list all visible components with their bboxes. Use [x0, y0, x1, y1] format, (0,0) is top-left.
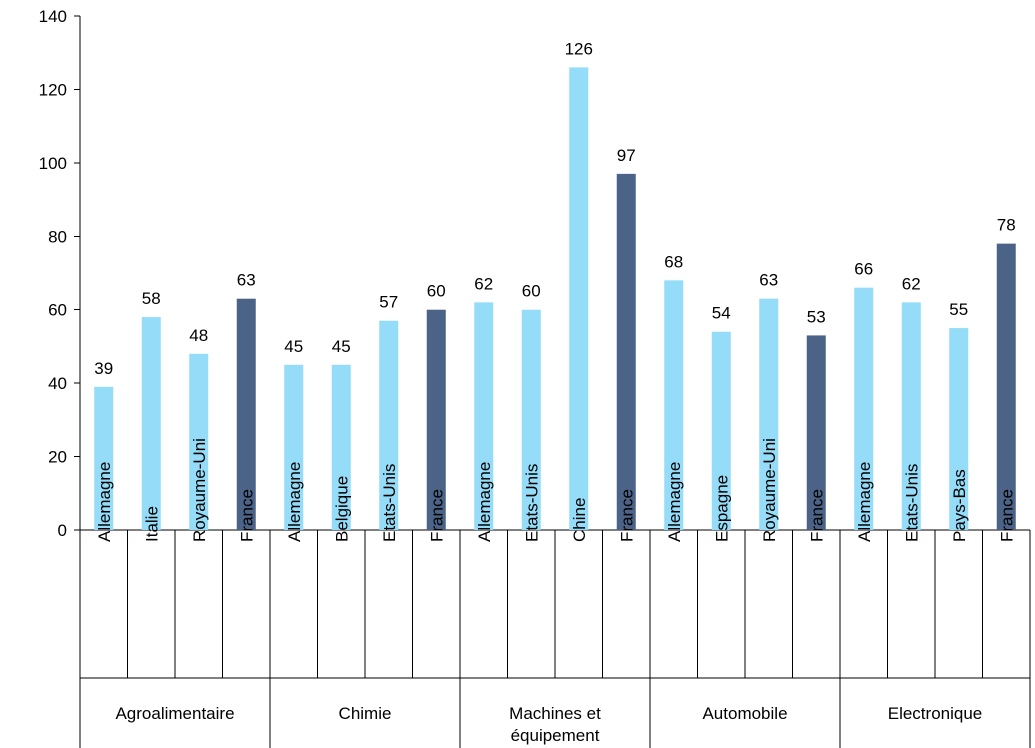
y-tick-label: 140: [39, 7, 67, 26]
bar: [664, 280, 684, 530]
x-tick-label: Chine: [570, 498, 589, 542]
data-label: 126: [565, 39, 593, 58]
bar: [94, 386, 114, 530]
data-label: 60: [522, 282, 541, 301]
data-label: 54: [712, 304, 731, 323]
bar: [284, 364, 304, 530]
data-label: 63: [759, 271, 778, 290]
x-tick-label: Espagne: [712, 475, 731, 542]
y-tick-label: 20: [48, 448, 67, 467]
bar: [996, 243, 1016, 530]
data-label: 53: [807, 307, 826, 326]
bar: [759, 298, 779, 530]
data-label: 58: [142, 289, 161, 308]
data-label: 78: [997, 216, 1016, 235]
bar: [426, 309, 446, 530]
x-tick-label: Allemagne: [855, 462, 874, 542]
x-tick-label: Allemagne: [475, 462, 494, 542]
bar: [949, 328, 969, 530]
x-tick-label: Etats-Unis: [380, 464, 399, 542]
x-tick-label: Pays-Bas: [950, 469, 969, 542]
x-tick-label: France: [807, 489, 826, 542]
x-tick-label: France: [237, 489, 256, 542]
group-label: Machines et équipement: [509, 704, 601, 745]
bar: [711, 331, 731, 530]
bar: [474, 302, 494, 530]
group-label: Automobile: [702, 704, 787, 723]
y-tick-label: 60: [48, 301, 67, 320]
y-tick-label: 40: [48, 374, 67, 393]
x-tick-label: Belgique: [332, 476, 351, 542]
bar: [189, 353, 209, 530]
bar: [236, 298, 256, 530]
x-tick-label: France: [997, 489, 1016, 542]
x-tick-label: Allemagne: [285, 462, 304, 542]
group-label: Electronique: [888, 704, 983, 723]
data-label: 68: [664, 252, 683, 271]
x-tick-label: Allemagne: [95, 462, 114, 542]
x-tick-label: France: [617, 489, 636, 542]
group-label: Agroalimentaire: [115, 704, 234, 723]
bar: [616, 173, 636, 530]
data-label: 57: [379, 293, 398, 312]
data-label: 39: [94, 359, 113, 378]
data-label: 62: [902, 274, 921, 293]
bar: [379, 320, 399, 530]
x-tick-label: Allemagne: [665, 462, 684, 542]
y-tick-label: 100: [39, 154, 67, 173]
bar: [521, 309, 541, 530]
data-label: 66: [854, 260, 873, 279]
data-label: 63: [237, 271, 256, 290]
x-tick-label: Etats-Unis: [902, 464, 921, 542]
x-tick-label: Italie: [142, 506, 161, 542]
x-tick-label: France: [427, 489, 446, 542]
bar: [569, 67, 589, 531]
data-label: 55: [949, 300, 968, 319]
bar: [901, 302, 921, 530]
bar: [806, 335, 826, 530]
data-label: 45: [284, 337, 303, 356]
x-tick-label: Etats-Unis: [522, 464, 541, 542]
x-tick-label: Royaume-Uni: [190, 438, 209, 542]
bar: [854, 287, 874, 530]
y-tick-label: 120: [39, 80, 67, 99]
y-tick-label: 80: [48, 227, 67, 246]
data-label: 60: [427, 282, 446, 301]
data-label: 97: [617, 146, 636, 165]
y-tick-label: 0: [58, 521, 67, 540]
bar: [331, 364, 351, 530]
x-tick-label: Royaume-Uni: [760, 438, 779, 542]
data-label: 62: [474, 274, 493, 293]
bar: [141, 317, 161, 530]
data-label: 48: [189, 326, 208, 345]
data-label: 45: [332, 337, 351, 356]
group-label: Chimie: [339, 704, 392, 723]
